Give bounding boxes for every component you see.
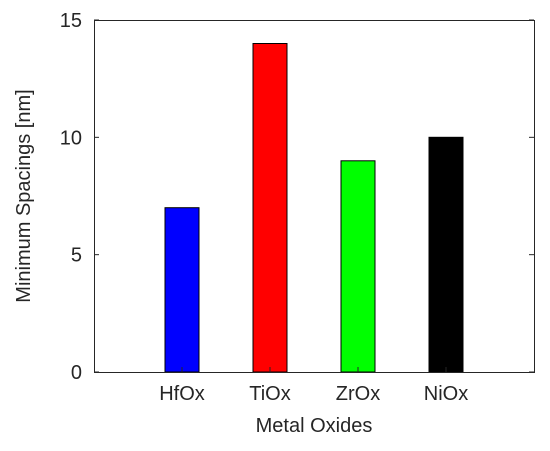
y-tick-label: 10: [60, 127, 82, 149]
bar-niox: [428, 136, 464, 373]
bar-hfox: [164, 207, 200, 373]
bars-layer: [164, 43, 464, 373]
y-tick-label: 15: [60, 10, 82, 32]
x-tick-label: NiOx: [424, 383, 468, 405]
x-tick-label: HfOx: [159, 383, 205, 405]
x-axis-label: Metal Oxides: [256, 415, 373, 437]
bar-zrox: [340, 160, 376, 373]
x-tick-label: ZrOx: [336, 383, 380, 405]
y-tick-label: 5: [71, 245, 82, 267]
y-tick-label: 0: [71, 362, 82, 384]
y-axis-label: Minimum Spacings [nm]: [13, 89, 35, 302]
plot-frame: [94, 20, 535, 373]
x-tick-label: TiOx: [249, 383, 290, 405]
ticks-layer: HfOx TiOx ZrOx NiOx 0 5 10 15: [60, 10, 534, 405]
bar-tiox: [252, 43, 288, 373]
